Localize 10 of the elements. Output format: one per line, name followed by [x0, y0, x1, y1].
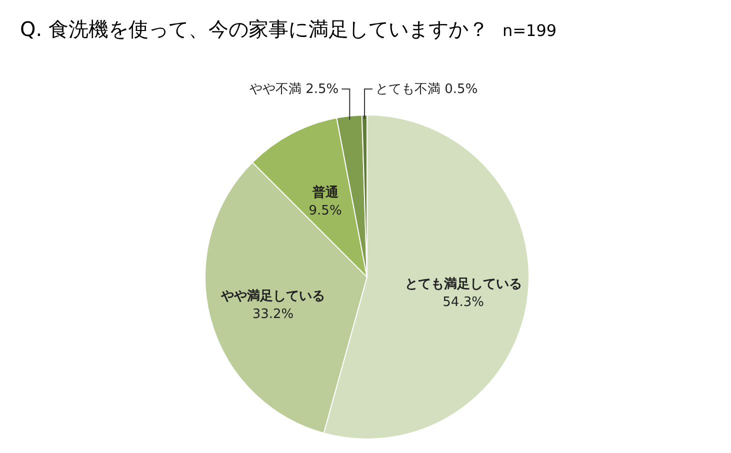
slice-label: やや満足している — [220, 288, 326, 304]
slice-label: とても不満 0.5% — [376, 82, 478, 97]
chart-subtitle: n=199 — [502, 21, 557, 40]
data-label: 9.5% — [308, 203, 342, 218]
slice-label: やや不満 2.5% — [249, 82, 339, 97]
slice-label: とても満足している — [404, 277, 522, 292]
slice-label: 普通 — [311, 184, 340, 200]
data-label: 54.3% — [442, 295, 484, 310]
chart-title: Q. 食洗機を使って、今の家事に満足していますか？ — [20, 17, 488, 41]
data-label: 33.2% — [252, 306, 294, 322]
